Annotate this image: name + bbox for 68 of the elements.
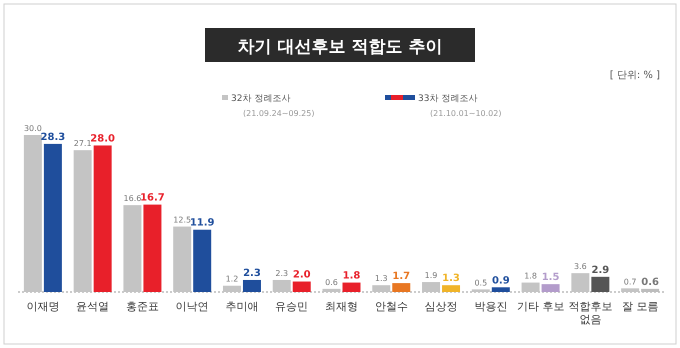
- data-label: 12.5: [173, 216, 192, 225]
- bar: [322, 288, 340, 292]
- bar: [591, 276, 610, 292]
- data-label: 2.3: [243, 268, 261, 279]
- data-label: 16.6: [124, 194, 142, 204]
- bar: [143, 204, 162, 292]
- x-tick-label: 잘 모름: [622, 300, 658, 313]
- bar: [94, 145, 112, 292]
- x-tick-label: 이낙연: [176, 300, 209, 313]
- data-label: 0.6: [641, 276, 660, 288]
- data-label: 1.3: [442, 273, 460, 284]
- data-label: 2.0: [292, 270, 311, 281]
- x-tick-label: 최재형: [325, 300, 358, 313]
- bar: [641, 288, 660, 292]
- data-label: 1.2: [226, 274, 238, 284]
- x-tick-label: 윤석열: [76, 300, 110, 313]
- data-label: 11.9: [190, 218, 215, 229]
- data-label: 28.3: [40, 132, 66, 143]
- bar: [372, 285, 390, 292]
- data-label: 3.6: [574, 262, 587, 272]
- bar: [24, 135, 42, 292]
- data-label: 0.5: [474, 278, 488, 288]
- data-label: 1.7: [392, 271, 410, 282]
- data-label: 2.3: [275, 268, 288, 278]
- bar: [472, 289, 490, 292]
- chart-title: 차기 대선후보 적합도 추이: [238, 37, 442, 57]
- bar: [74, 150, 92, 292]
- data-label: 1.3: [374, 274, 388, 284]
- bar: [342, 282, 360, 292]
- bar: [123, 205, 142, 292]
- bar: [173, 226, 192, 292]
- bar: [492, 287, 510, 292]
- bar: [292, 282, 311, 292]
- data-label: 30.0: [24, 124, 42, 133]
- bar: [422, 282, 440, 292]
- bar: [242, 280, 261, 292]
- bar: [542, 284, 560, 292]
- data-label: 1.9: [424, 271, 438, 280]
- x-tick-label: 기타 후보: [516, 300, 564, 313]
- data-label: 0.9: [492, 275, 510, 286]
- data-label: 2.9: [591, 264, 610, 276]
- bar: [442, 285, 460, 292]
- x-tick-label: 유승민: [275, 300, 308, 313]
- data-label: 27.1: [74, 139, 92, 148]
- bar: [222, 286, 241, 292]
- text: [ 단위: % ]: [610, 70, 660, 81]
- x-tick-label: 안철수: [374, 300, 408, 313]
- bar: [571, 273, 590, 292]
- data-label: 0.7: [624, 277, 636, 286]
- data-label: 1.8: [342, 270, 360, 282]
- bar: [272, 280, 291, 292]
- data-label: 1.5: [542, 272, 560, 284]
- data-label: 28.0: [90, 133, 116, 144]
- bar: [392, 283, 410, 292]
- x-tick-label: 적합후보 없음: [568, 300, 612, 326]
- data-label: 0.6: [325, 278, 338, 287]
- bar: [44, 144, 62, 292]
- x-tick-label: 이재명: [26, 300, 60, 313]
- bar: [193, 230, 212, 292]
- x-tick-label: 추미애: [225, 300, 258, 313]
- x-tick-label: 홍준표: [126, 300, 159, 313]
- x-tick-label: 심상정: [424, 300, 458, 313]
- data-label: 1.8: [524, 272, 537, 281]
- x-tick-label: 박용진: [474, 300, 508, 313]
- bar: [522, 282, 540, 292]
- data-label: 16.7: [140, 192, 165, 204]
- legend-label: 33차 정례조사 (21.10.01~10.02): [418, 94, 502, 118]
- bar: [621, 288, 640, 292]
